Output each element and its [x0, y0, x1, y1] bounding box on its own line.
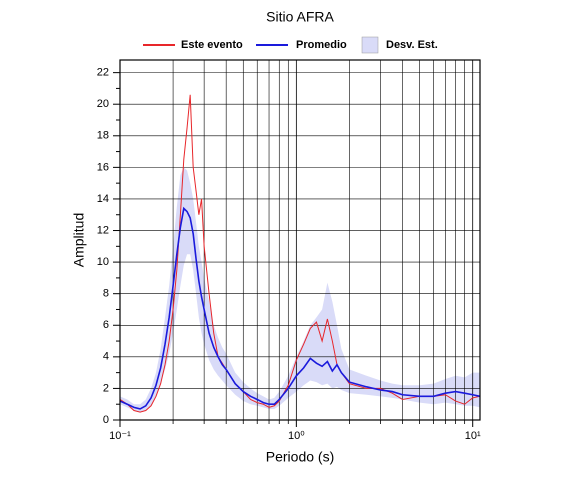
y-tick-label: 20: [97, 98, 109, 110]
x-tick-label: 10⁰: [288, 430, 305, 442]
x-tick-label: 10⁻¹: [109, 430, 131, 442]
chart-title: Sitio AFRA: [266, 9, 334, 25]
legend-label: Este evento: [181, 39, 243, 51]
y-tick-label: 6: [103, 319, 109, 331]
legend-swatch: [361, 36, 379, 54]
legend-label: Desv. Est.: [386, 39, 438, 51]
y-tick-label: 0: [103, 414, 109, 426]
y-tick-label: 4: [103, 351, 109, 363]
series-line: [119, 206, 481, 410]
y-tick-label: 18: [97, 130, 109, 142]
y-tick-label: 2: [103, 382, 109, 394]
y-tick-label: 22: [97, 67, 109, 79]
legend-label: Promedio: [296, 39, 347, 51]
y-axis-label: Amplitud: [71, 213, 87, 267]
y-tick-label: 14: [97, 193, 109, 205]
y-tick-label: 8: [103, 288, 109, 300]
y-tick-label: 12: [97, 224, 109, 236]
x-axis-label: Periodo (s): [266, 449, 334, 465]
std-band: [120, 167, 480, 413]
x-tick-label: 10¹: [465, 430, 481, 442]
series-line: [119, 94, 481, 413]
y-tick-label: 10: [97, 256, 109, 268]
y-tick-label: 16: [97, 161, 109, 173]
plot-frame: [119, 59, 481, 421]
